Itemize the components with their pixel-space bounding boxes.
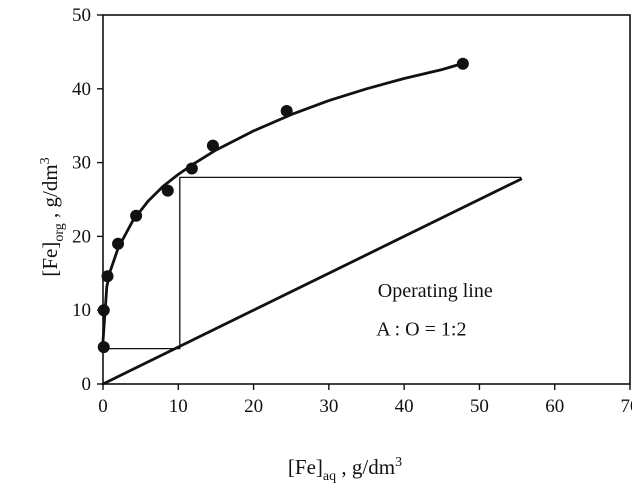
x-tick-label: 60	[545, 396, 564, 417]
annotations: Operating line A : O = 1:2	[376, 280, 493, 340]
y-tick-label: 20	[72, 226, 91, 247]
data-point	[161, 184, 174, 197]
annotation-text: Operating line	[378, 280, 493, 302]
operating-line	[101, 177, 523, 386]
y-tick-label: 50	[72, 5, 91, 26]
x-tick-label: 10	[169, 396, 188, 417]
data-point	[97, 341, 110, 354]
isotherm-fit-curve	[101, 61, 466, 343]
x-tick-label: 20	[244, 396, 263, 417]
plot-area-border	[102, 14, 631, 385]
x-tick-label: 0	[98, 396, 108, 417]
y-tick-label: 10	[72, 300, 91, 321]
y-tick-label: 40	[72, 79, 91, 100]
x-tick-label: 70	[621, 396, 632, 417]
annotation-text: A : O = 1:2	[376, 318, 466, 340]
x-tick-label: 40	[395, 396, 414, 417]
plot-frame	[102, 14, 631, 385]
y-tick-label: 0	[82, 374, 92, 395]
ticks: 0 10 20 30 40 50 60 70 0 10 20 30 40 50	[72, 5, 632, 417]
series	[97, 57, 523, 386]
y-tick-label: 30	[72, 153, 91, 174]
y-axis-title: [Fe]org , g/dm3	[38, 157, 67, 276]
x-tick-label: 50	[470, 396, 489, 417]
x-axis-title: [Fe]aq , g/dm3	[288, 455, 402, 484]
x-tick-label: 30	[319, 396, 338, 417]
stage-steps	[103, 176, 522, 350]
